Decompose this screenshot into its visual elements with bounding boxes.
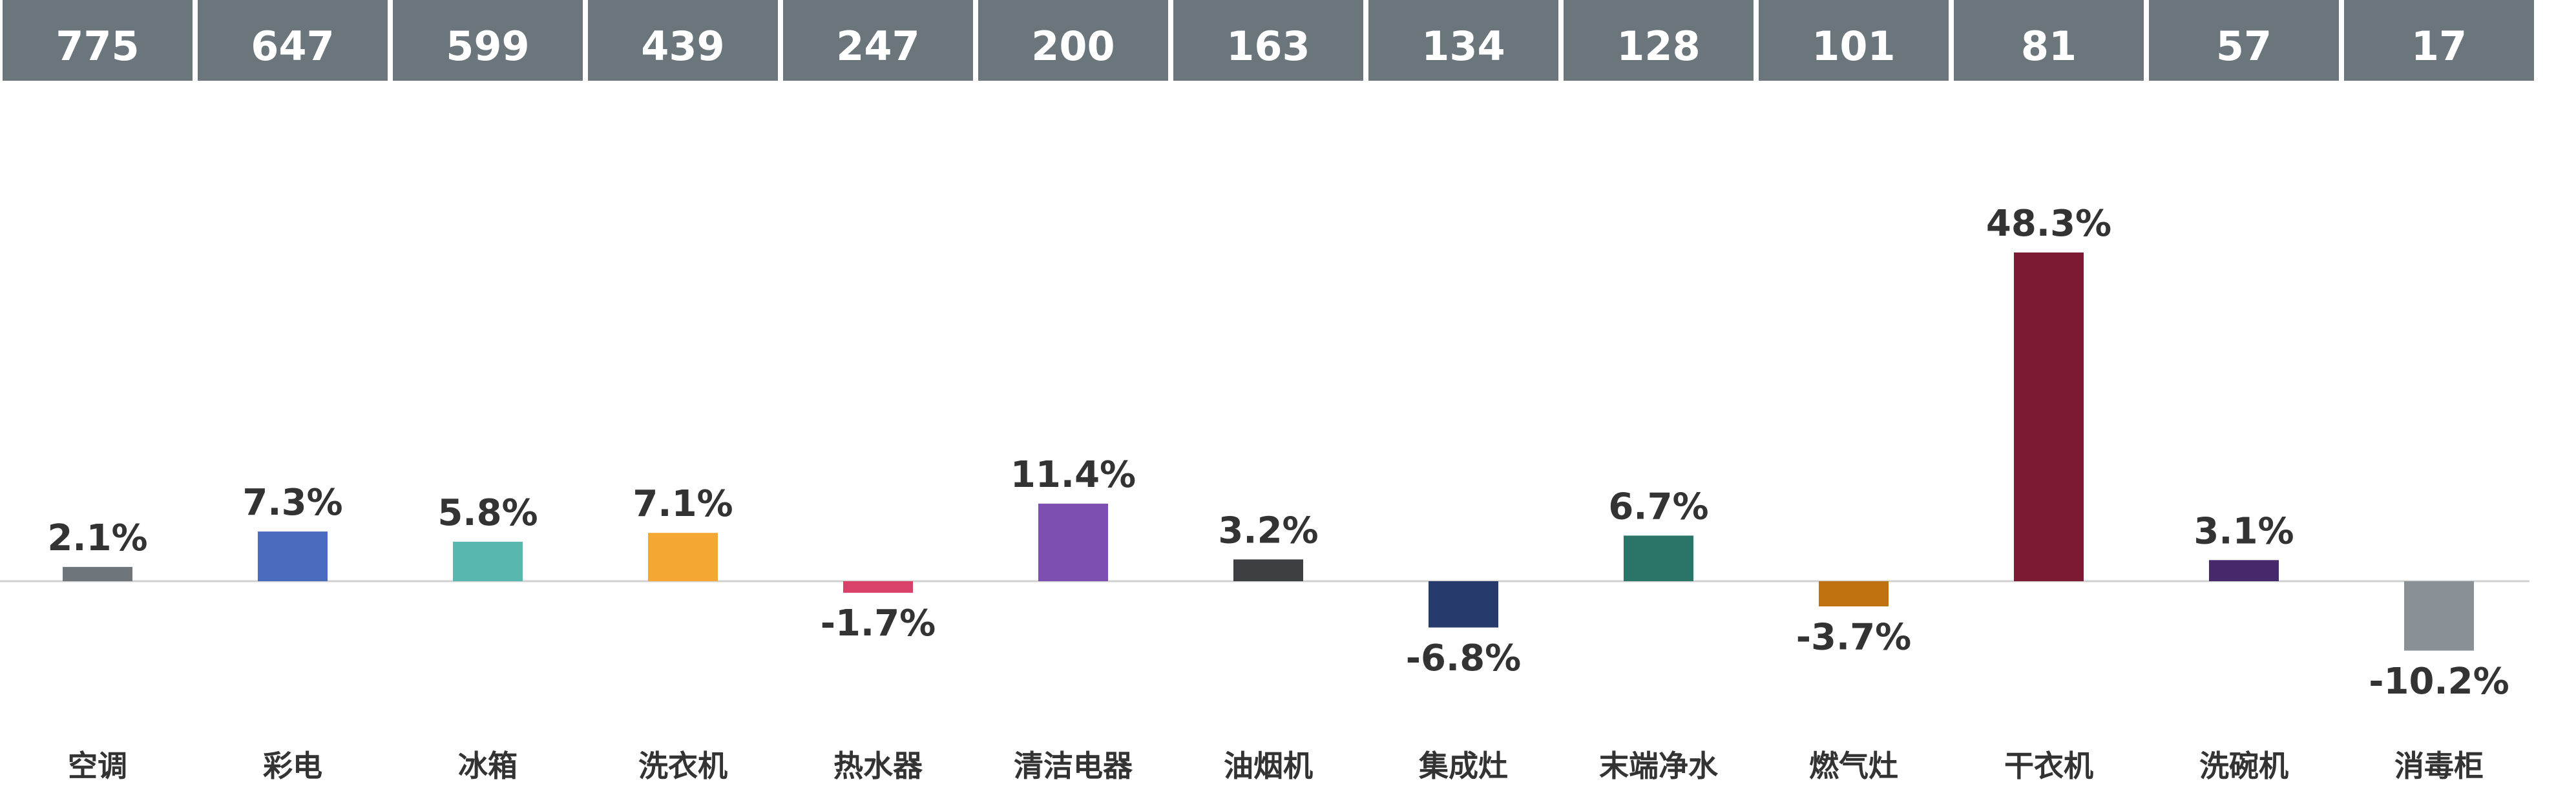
bar: [843, 581, 913, 593]
header-value-label: 101: [1812, 23, 1895, 70]
header-cell: [978, 0, 1168, 81]
value-label: 6.7%: [1608, 486, 1708, 528]
header-cell: [393, 0, 583, 81]
value-label: -1.7%: [821, 603, 936, 644]
header-cell: [1173, 0, 1363, 81]
bar: [1233, 559, 1303, 581]
header-cell: [198, 0, 388, 81]
header-cell: [783, 0, 973, 81]
value-label: -3.7%: [1796, 616, 1912, 658]
header-cell: [2344, 0, 2534, 81]
header-value-label: 599: [446, 23, 529, 70]
category-labels-group: 空调 彩电 冰箱 洗衣机 热水器 清洁电器 油烟机 集成灶 末端净水 燃气灶 干衣机 洗碗机 消毒柜: [68, 748, 2484, 783]
bar: [1819, 581, 1889, 606]
header-value-label: 134: [1421, 23, 1505, 70]
value-labels-group: 2.1% 7.3% 5.8% 7.1% -1.7% 11.4% 3.2% -6.8% 6.7% -…: [47, 203, 2509, 703]
value-label: 7.3%: [242, 482, 342, 524]
header-value-label: 647: [251, 23, 334, 70]
header-cell: [1759, 0, 1949, 81]
header-cell: [2149, 0, 2339, 81]
value-label: -10.2%: [2369, 661, 2509, 703]
value-label: 48.3%: [1986, 203, 2111, 245]
header-value-label: 200: [1031, 23, 1115, 70]
value-label: 3.2%: [1218, 510, 1318, 551]
value-label: 3.1%: [2194, 510, 2294, 552]
category-label: 油烟机: [1224, 748, 1313, 783]
category-label: 冰箱: [458, 748, 518, 783]
header-value-label: 163: [1226, 23, 1310, 70]
category-label: 干衣机: [2004, 748, 2093, 783]
header-cell: [1368, 0, 1558, 81]
category-label: 消毒柜: [2394, 748, 2484, 783]
category-label: 空调: [68, 748, 127, 783]
category-label: 洗衣机: [638, 748, 728, 783]
bar: [63, 566, 132, 581]
category-label: 洗碗机: [2199, 748, 2288, 783]
bar: [1624, 535, 1693, 581]
category-label: 燃气灶: [1809, 748, 1898, 783]
bars-group: [63, 253, 2474, 651]
header-cell: [1564, 0, 1754, 81]
bar: [2014, 253, 2084, 581]
bar: [2209, 560, 2279, 581]
value-label: 2.1%: [47, 517, 147, 559]
header-value-label: 775: [56, 23, 139, 70]
value-label: 7.1%: [633, 483, 733, 525]
value-label: 5.8%: [437, 492, 538, 534]
bar: [258, 531, 328, 581]
header-cell: [588, 0, 778, 81]
bar: [1429, 581, 1498, 628]
category-label: 热水器: [833, 748, 923, 783]
header-value-label: 439: [641, 23, 724, 70]
header-row: 775 647 599 439 247 200 163 134 128 101 81 57 17: [3, 0, 2534, 81]
bar: [453, 541, 523, 581]
header-cell: [1954, 0, 2144, 81]
bar: [2404, 581, 2474, 651]
category-label: 清洁电器: [1014, 748, 1133, 783]
header-cell: [3, 0, 193, 81]
header-value-label: 81: [2021, 23, 2077, 70]
bar: [648, 533, 718, 581]
category-label: 集成灶: [1418, 748, 1508, 783]
header-value-label: 128: [1617, 23, 1700, 70]
header-value-label: 17: [2411, 23, 2467, 70]
category-label: 末端净水: [1599, 748, 1719, 783]
category-label: 彩电: [263, 748, 322, 783]
value-label: -6.8%: [1406, 637, 1522, 679]
value-label: 11.4%: [1011, 454, 1136, 496]
header-value-label: 57: [2216, 23, 2272, 70]
bar: [1038, 503, 1108, 581]
header-value-label: 247: [836, 23, 919, 70]
